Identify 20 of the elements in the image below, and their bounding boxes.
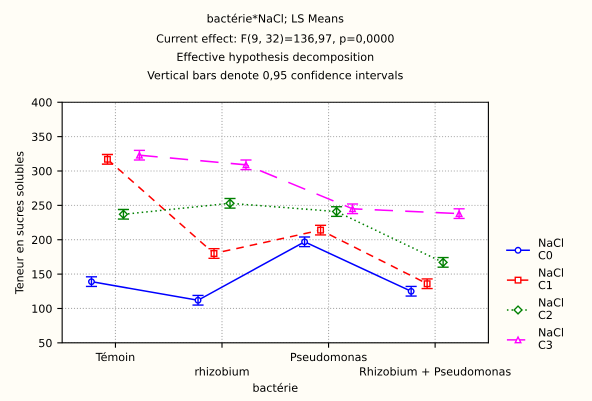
y-tick-label: 100 [32, 304, 52, 313]
y-tick-label: 400 [32, 98, 52, 107]
x-axis-title: bactérie [253, 382, 298, 392]
x-tick-label: rhizobium [195, 367, 249, 376]
x-tick-label: Pseudomonas [291, 352, 367, 362]
y-axis-title: Teneur en sucres solubles [14, 152, 24, 294]
chart-subtitle: Current effect: F(9, 32)=136,97, p=0,0000 Effective hypothesis decomposition Vertical bars denote 0,95 confidence intervals [147, 34, 403, 81]
legend-label: NaCl C0 [538, 238, 563, 260]
x-tick-label: Rhizobium + Pseudomonas [360, 367, 511, 376]
legend-label: NaCl C1 [538, 268, 563, 290]
y-tick-label: 200 [32, 236, 52, 244]
y-tick-label: 250 [32, 201, 52, 210]
y-tick-label: 350 [32, 132, 52, 142]
legend-label: NaCl C3 [538, 328, 563, 349]
chart-title: bactérie*NaCl; LS Means [208, 14, 344, 24]
legend-label: NaCl C2 [538, 298, 563, 320]
y-tick-label: 300 [32, 166, 52, 176]
x-tick-label: Témoin [96, 352, 134, 362]
y-tick-label: 150 [32, 270, 52, 278]
y-tick-label: 50 [39, 338, 52, 348]
